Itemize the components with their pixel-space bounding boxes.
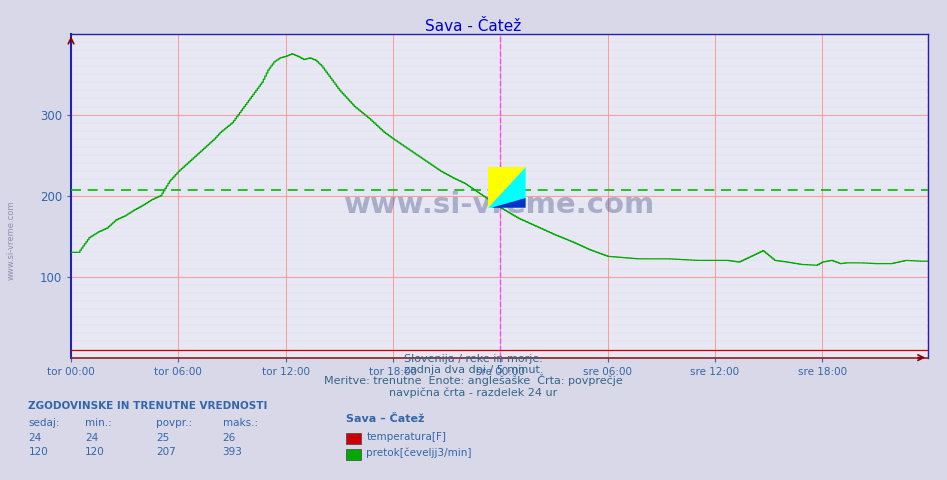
Text: 393: 393 bbox=[223, 447, 242, 457]
Text: 24: 24 bbox=[85, 432, 98, 443]
Text: Sava – Čatež: Sava – Čatež bbox=[346, 414, 424, 424]
Text: Sava - Čatež: Sava - Čatež bbox=[425, 19, 522, 34]
Text: navpična črta - razdelek 24 ur: navpična črta - razdelek 24 ur bbox=[389, 387, 558, 397]
Text: sedaj:: sedaj: bbox=[28, 418, 60, 428]
Polygon shape bbox=[489, 167, 526, 208]
Text: www.si-vreme.com: www.si-vreme.com bbox=[7, 200, 16, 280]
Text: 24: 24 bbox=[28, 432, 42, 443]
Text: min.:: min.: bbox=[85, 418, 112, 428]
Text: 120: 120 bbox=[85, 447, 105, 457]
Text: povpr.:: povpr.: bbox=[156, 418, 192, 428]
Text: temperatura[F]: temperatura[F] bbox=[366, 432, 446, 442]
Text: ZGODOVINSKE IN TRENUTNE VREDNOSTI: ZGODOVINSKE IN TRENUTNE VREDNOSTI bbox=[28, 401, 268, 411]
Text: www.si-vreme.com: www.si-vreme.com bbox=[344, 192, 655, 219]
Text: pretok[čeveljj3/min]: pretok[čeveljj3/min] bbox=[366, 447, 472, 457]
Polygon shape bbox=[489, 167, 526, 208]
Text: 26: 26 bbox=[223, 432, 236, 443]
Text: Meritve: trenutne  Enote: anglešaške  Črta: povprečje: Meritve: trenutne Enote: anglešaške Črta… bbox=[324, 374, 623, 386]
Text: 25: 25 bbox=[156, 432, 170, 443]
Text: 120: 120 bbox=[28, 447, 48, 457]
Text: 207: 207 bbox=[156, 447, 176, 457]
Polygon shape bbox=[491, 198, 526, 208]
Text: zadnja dva dni / 5 minut.: zadnja dva dni / 5 minut. bbox=[403, 365, 544, 375]
Text: maks.:: maks.: bbox=[223, 418, 258, 428]
Text: Slovenija / reke in morje.: Slovenija / reke in morje. bbox=[404, 354, 543, 364]
